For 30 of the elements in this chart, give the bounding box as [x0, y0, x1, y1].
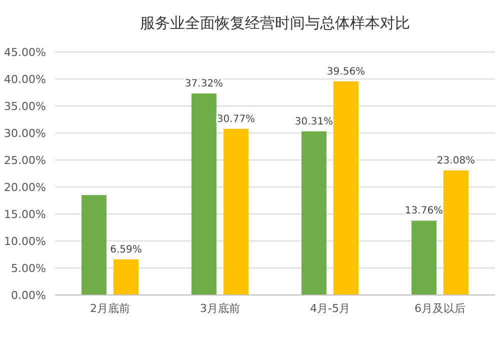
data-label: 30.31% [294, 116, 334, 128]
y-tick-label: 45.00% [4, 46, 46, 59]
bar [444, 170, 468, 295]
data-label: 37.32% [184, 78, 224, 90]
y-tick-label: 30.00% [4, 127, 46, 140]
bar [302, 131, 326, 295]
x-tick-label: 4月-5月 [310, 302, 350, 315]
bar [114, 259, 138, 295]
y-tick-label: 25.00% [4, 154, 46, 167]
y-tick-label: 40.00% [4, 73, 46, 86]
y-tick-label: 20.00% [4, 181, 46, 194]
bar [224, 128, 248, 295]
data-label: 39.56% [326, 66, 366, 78]
y-tick-label: 10.00% [4, 235, 46, 248]
data-label: 13.76% [404, 206, 444, 217]
y-tick-label: 35.00% [4, 100, 46, 113]
x-tick-label: 2月底前 [90, 302, 130, 315]
data-label: 23.08% [436, 155, 476, 166]
title: 服务业全面恢复经营时间与总体样本对比 [140, 14, 410, 32]
bar [334, 81, 358, 295]
x-tick-label: 6月及以后 [414, 302, 466, 315]
bar [412, 220, 436, 295]
y-tick-label: 0.00% [11, 289, 46, 302]
data-label: 6.59% [110, 244, 142, 256]
bar [192, 93, 216, 295]
data-label: 30.77% [216, 114, 256, 125]
y-tick-label: 15.00% [4, 208, 46, 221]
x-tick-label: 3月底前 [200, 302, 240, 315]
y-tick-label: 5.00% [11, 262, 46, 275]
bar [82, 195, 106, 295]
